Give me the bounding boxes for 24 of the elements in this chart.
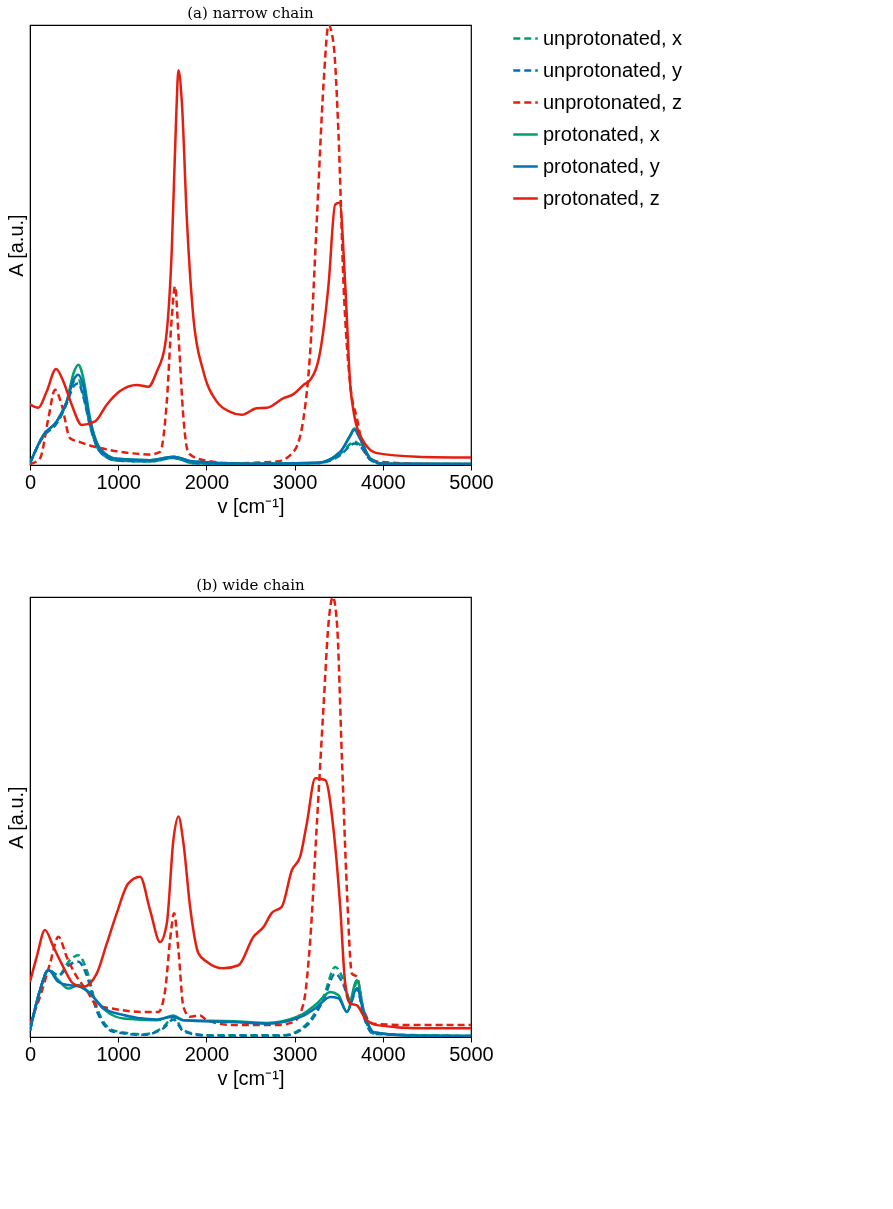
- legend-label: unprotonated, z: [543, 90, 682, 113]
- chart-title: (a) narrow chain: [187, 4, 315, 22]
- x-tick-label: 4000: [361, 470, 406, 493]
- legend-label: protonated, x: [543, 122, 660, 145]
- legend-label: protonated, y: [543, 154, 660, 177]
- y-axis-title: A [a.u.]: [4, 214, 27, 277]
- x-tick-label: 4000: [361, 1042, 406, 1065]
- legend-label: unprotonated, y: [543, 58, 682, 81]
- x-tick-label: 0: [24, 1042, 37, 1065]
- y-axis-title: A [a.u.]: [4, 786, 27, 849]
- x-axis-title: v [cm⁻¹]: [217, 494, 285, 517]
- x-tick-label: 0: [24, 470, 37, 493]
- chart-title: (b) wide chain: [196, 576, 306, 594]
- legend-label: protonated, z: [543, 186, 660, 209]
- legend-label: unprotonated, x: [543, 26, 682, 49]
- x-tick-label: 5000: [449, 470, 494, 493]
- x-tick-label: 1000: [96, 1042, 141, 1065]
- x-tick-label: 5000: [449, 1042, 494, 1065]
- x-tick-label: 1000: [96, 470, 141, 493]
- x-tick-label: 2000: [184, 1042, 230, 1065]
- x-tick-label: 2000: [184, 470, 230, 493]
- x-axis-title: v [cm⁻¹]: [217, 1066, 285, 1089]
- x-tick-label: 3000: [272, 1042, 318, 1065]
- x-tick-label: 3000: [272, 470, 318, 493]
